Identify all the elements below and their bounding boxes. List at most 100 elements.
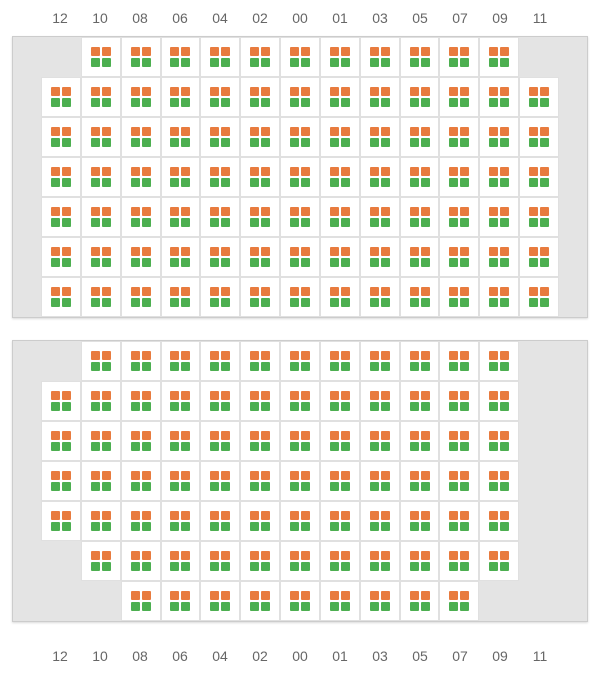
status-marker-top	[51, 167, 60, 176]
status-marker-top	[142, 287, 151, 296]
status-marker-top	[261, 287, 270, 296]
status-marker-top	[142, 247, 151, 256]
slot	[360, 277, 400, 317]
slot	[320, 197, 360, 237]
row-label-left: 88	[0, 157, 7, 172]
status-marker-top	[370, 471, 379, 480]
status-marker-bottom	[370, 562, 379, 571]
slot	[81, 381, 121, 421]
status-marker-top	[370, 87, 379, 96]
status-marker-top	[91, 87, 100, 96]
status-marker-bottom	[91, 98, 100, 107]
status-marker-bottom	[181, 482, 190, 491]
status-marker-top	[250, 591, 259, 600]
status-marker-top	[370, 591, 379, 600]
status-marker-bottom	[421, 402, 430, 411]
status-marker-top	[221, 47, 230, 56]
status-marker-top	[250, 511, 259, 520]
rack-row: 8484	[13, 237, 587, 277]
rack-row: 9494	[13, 37, 587, 77]
status-marker-bottom	[210, 258, 219, 267]
slot-empty	[519, 541, 559, 581]
status-marker-top	[170, 87, 179, 96]
slot	[121, 157, 161, 197]
status-marker-top	[301, 391, 310, 400]
status-marker-top	[381, 351, 390, 360]
status-marker-bottom	[221, 98, 230, 107]
status-marker-top	[181, 391, 190, 400]
status-marker-top	[421, 87, 430, 96]
status-marker-bottom	[421, 58, 430, 67]
status-marker-bottom	[301, 402, 310, 411]
status-marker-top	[449, 127, 458, 136]
column-label: 06	[160, 6, 200, 30]
status-marker-bottom	[529, 98, 538, 107]
status-marker-bottom	[330, 402, 339, 411]
status-marker-top	[341, 431, 350, 440]
status-marker-bottom	[210, 522, 219, 531]
status-marker-bottom	[301, 218, 310, 227]
status-marker-bottom	[51, 178, 60, 187]
status-marker-top	[370, 207, 379, 216]
slot	[320, 117, 360, 157]
status-marker-top	[62, 247, 71, 256]
status-marker-bottom	[131, 522, 140, 531]
status-marker-top	[381, 591, 390, 600]
status-marker-bottom	[142, 218, 151, 227]
status-marker-top	[449, 287, 458, 296]
status-marker-bottom	[261, 178, 270, 187]
slot	[280, 421, 320, 461]
status-marker-bottom	[341, 522, 350, 531]
status-marker-bottom	[449, 58, 458, 67]
slot	[400, 237, 440, 277]
status-marker-bottom	[221, 442, 230, 451]
status-marker-bottom	[221, 138, 230, 147]
status-marker-bottom	[489, 522, 498, 531]
status-marker-top	[540, 127, 549, 136]
slot	[240, 77, 280, 117]
status-marker-bottom	[250, 482, 259, 491]
slot	[240, 37, 280, 77]
rack-block-bottom: 1414121210100808060604040202	[12, 340, 588, 622]
status-marker-top	[500, 511, 509, 520]
status-marker-top	[51, 247, 60, 256]
status-marker-bottom	[250, 602, 259, 611]
status-marker-bottom	[381, 98, 390, 107]
slot	[200, 157, 240, 197]
slot	[200, 541, 240, 581]
status-marker-top	[341, 351, 350, 360]
status-marker-bottom	[91, 218, 100, 227]
slot	[479, 37, 519, 77]
status-marker-top	[460, 391, 469, 400]
slot	[81, 341, 121, 381]
status-marker-bottom	[181, 218, 190, 227]
status-marker-bottom	[250, 258, 259, 267]
status-marker-top	[221, 207, 230, 216]
slot	[280, 77, 320, 117]
status-marker-top	[170, 391, 179, 400]
status-marker-top	[330, 127, 339, 136]
status-marker-top	[290, 351, 299, 360]
status-marker-top	[250, 391, 259, 400]
slot	[41, 461, 81, 501]
status-marker-top	[131, 431, 140, 440]
slot	[240, 237, 280, 277]
status-marker-top	[210, 591, 219, 600]
status-marker-bottom	[142, 298, 151, 307]
slot	[400, 277, 440, 317]
slot	[360, 421, 400, 461]
slot	[360, 581, 400, 621]
status-marker-top	[290, 287, 299, 296]
status-marker-top	[170, 471, 179, 480]
status-marker-top	[91, 207, 100, 216]
status-marker-top	[142, 591, 151, 600]
status-marker-top	[449, 351, 458, 360]
status-marker-bottom	[449, 298, 458, 307]
status-marker-top	[51, 511, 60, 520]
status-marker-bottom	[210, 298, 219, 307]
status-marker-bottom	[170, 98, 179, 107]
status-marker-bottom	[170, 178, 179, 187]
slot	[439, 277, 479, 317]
status-marker-top	[330, 551, 339, 560]
status-marker-bottom	[102, 98, 111, 107]
